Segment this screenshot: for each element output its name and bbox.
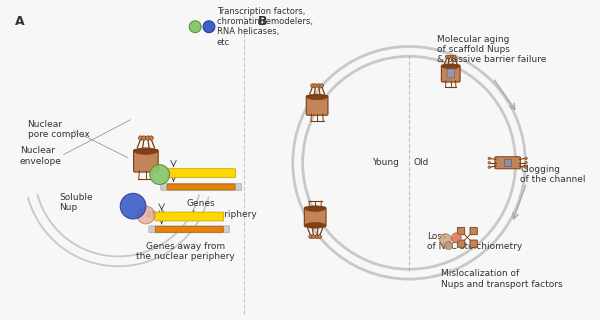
FancyBboxPatch shape — [470, 240, 477, 247]
FancyBboxPatch shape — [457, 228, 464, 235]
Circle shape — [453, 55, 456, 59]
Circle shape — [314, 84, 317, 88]
Circle shape — [451, 233, 461, 243]
Ellipse shape — [442, 64, 460, 69]
Circle shape — [311, 84, 314, 88]
Text: Young: Young — [373, 158, 399, 167]
Text: Nuclear
envelope: Nuclear envelope — [20, 146, 62, 165]
Circle shape — [525, 162, 527, 164]
Text: Clogging
of the channel: Clogging of the channel — [520, 165, 586, 184]
Ellipse shape — [134, 148, 158, 154]
Circle shape — [488, 166, 490, 168]
Circle shape — [445, 242, 452, 250]
Circle shape — [448, 55, 451, 59]
FancyBboxPatch shape — [442, 65, 460, 82]
FancyBboxPatch shape — [155, 212, 224, 221]
Circle shape — [488, 162, 490, 164]
Circle shape — [149, 136, 153, 140]
Ellipse shape — [305, 206, 325, 212]
Circle shape — [445, 55, 449, 59]
Circle shape — [203, 21, 215, 33]
Circle shape — [189, 21, 201, 33]
FancyBboxPatch shape — [304, 207, 326, 227]
Circle shape — [150, 165, 170, 184]
FancyBboxPatch shape — [134, 149, 158, 172]
Text: Old: Old — [413, 158, 428, 167]
Text: Loss
of NPC stoichiometry: Loss of NPC stoichiometry — [427, 232, 522, 251]
Circle shape — [311, 235, 316, 238]
Circle shape — [142, 136, 146, 140]
Text: Genes
at the nuclear periphery: Genes at the nuclear periphery — [146, 199, 256, 219]
Circle shape — [315, 235, 319, 238]
FancyBboxPatch shape — [447, 69, 454, 78]
Circle shape — [525, 157, 527, 160]
Text: Mislocalization of
Nups and transport factors: Mislocalization of Nups and transport fa… — [440, 269, 562, 289]
Circle shape — [440, 234, 451, 245]
FancyBboxPatch shape — [306, 95, 328, 115]
FancyBboxPatch shape — [495, 157, 520, 169]
Circle shape — [309, 235, 313, 238]
Text: A: A — [15, 15, 25, 28]
Circle shape — [320, 84, 323, 88]
FancyBboxPatch shape — [155, 226, 223, 232]
FancyBboxPatch shape — [167, 169, 236, 178]
Circle shape — [146, 136, 150, 140]
Text: Transcription factors,
chromatin remodelers,
RNA helicases,
etc: Transcription factors, chromatin remodel… — [217, 7, 313, 47]
Ellipse shape — [305, 223, 325, 228]
FancyBboxPatch shape — [457, 240, 464, 247]
FancyBboxPatch shape — [167, 184, 235, 190]
Text: B: B — [258, 15, 268, 28]
FancyBboxPatch shape — [161, 183, 242, 190]
Circle shape — [120, 193, 146, 219]
FancyBboxPatch shape — [505, 159, 511, 166]
FancyBboxPatch shape — [470, 228, 477, 235]
Text: Genes away from
the nuclear periphery: Genes away from the nuclear periphery — [136, 242, 235, 261]
Circle shape — [139, 136, 143, 140]
Circle shape — [137, 206, 155, 224]
Circle shape — [488, 157, 490, 160]
Text: Molecular aging
of scaffold Nups
& passive barrier failure: Molecular aging of scaffold Nups & passi… — [437, 35, 546, 64]
Circle shape — [451, 55, 454, 59]
Circle shape — [318, 235, 322, 238]
Circle shape — [525, 166, 527, 168]
Circle shape — [317, 84, 320, 88]
Text: Nuclear
pore complex: Nuclear pore complex — [28, 120, 89, 139]
Text: Soluble
Nup: Soluble Nup — [59, 193, 93, 212]
FancyBboxPatch shape — [149, 226, 230, 233]
Ellipse shape — [307, 94, 328, 100]
